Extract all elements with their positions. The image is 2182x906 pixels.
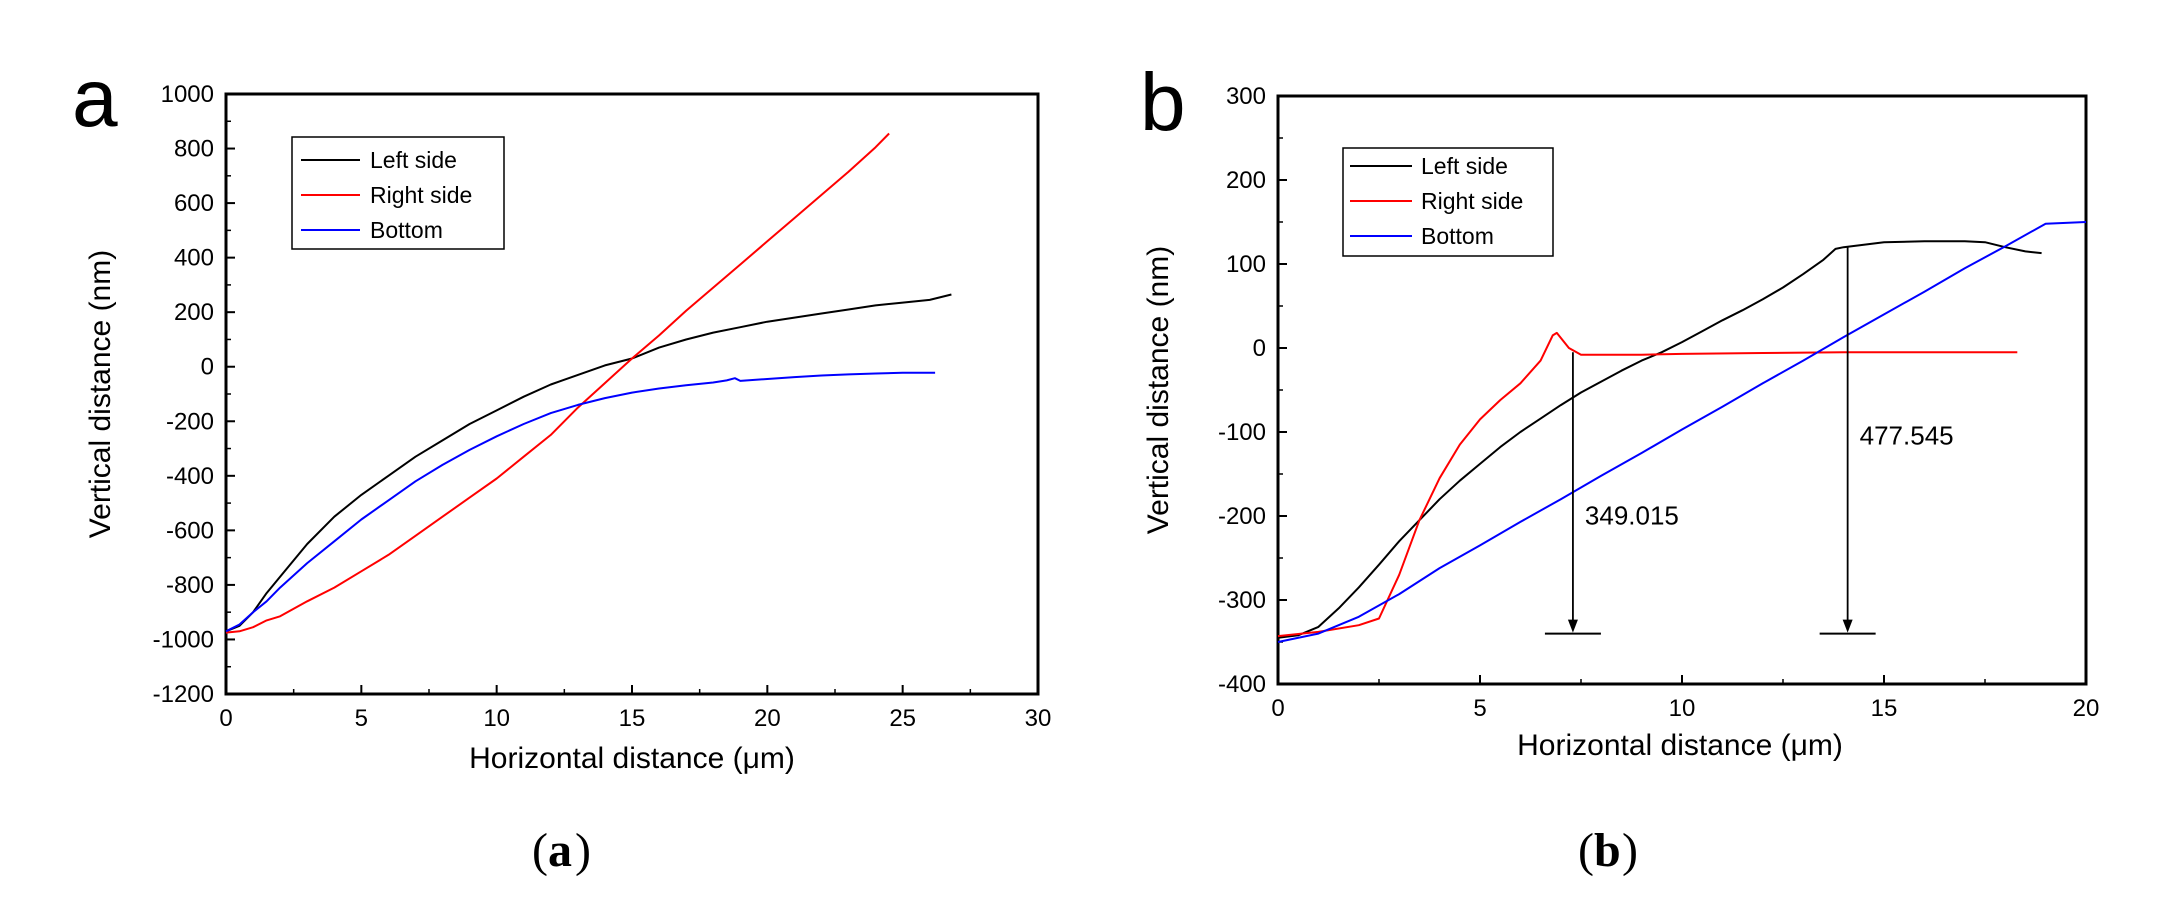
panel-b-legend-left-side: Left side bbox=[1421, 153, 1508, 179]
panel-a-x-tick-label: 15 bbox=[619, 705, 646, 732]
panel-b-y-tick-label: 100 bbox=[1226, 251, 1266, 278]
caption-a: ( a ) bbox=[532, 824, 591, 877]
panel-a-legend: Left side Right side Bottom bbox=[291, 136, 505, 250]
panel-b-y-tick-label: 300 bbox=[1226, 83, 1266, 110]
panel-a-y-tick-label: -600 bbox=[166, 517, 214, 544]
panel-b-annotation-arrowhead-1 bbox=[1567, 619, 1578, 633]
caption-b-letter: b bbox=[1594, 824, 1621, 877]
panel-a-x-tick-label: 20 bbox=[754, 705, 781, 732]
caption-a-open-paren: ( bbox=[532, 824, 548, 877]
panel-b-y-tick-label: -100 bbox=[1218, 419, 1266, 446]
panel-b-series-left-side bbox=[1277, 240, 2042, 639]
panel-b-ticks: 0 5 10 15 20 -400 -300 -200 -100 0 100 200 300 bbox=[1218, 83, 2099, 722]
panel-b-x-tick-label: 5 bbox=[1473, 695, 1486, 722]
panel-b-letter: b bbox=[1140, 57, 1186, 148]
panel-b-legend-bottom: Bottom bbox=[1421, 223, 1494, 249]
panel-b-series bbox=[1277, 221, 2087, 643]
panel-a-series-right-side bbox=[225, 132, 890, 634]
panel-a-x-tick-label: 5 bbox=[355, 705, 368, 732]
panel-a-x-tick-label: 25 bbox=[889, 705, 916, 732]
panel-a-legend-right-side: Right side bbox=[370, 182, 472, 208]
panel-b-series-bottom bbox=[1277, 221, 2087, 643]
panel-a-y-tick-label: 1000 bbox=[161, 81, 214, 108]
panel-b-y-tick-label: 200 bbox=[1226, 167, 1266, 194]
panel-a-legend-left-side: Left side bbox=[370, 147, 457, 173]
panel-b: b 0 5 10 15 20 -400 -300 -200 -100 0 100 200 300 349… bbox=[1140, 57, 2099, 762]
panel-b-y-tick-label: 0 bbox=[1253, 335, 1266, 362]
panel-a: a 0 5 10 15 20 25 30 -1200 -1000 -800 -600 -400 -200… bbox=[72, 53, 1051, 775]
panel-b-y-tick-label: -400 bbox=[1218, 671, 1266, 698]
panel-a-y-tick-label: -1000 bbox=[153, 626, 214, 653]
panel-a-y-tick-label: -200 bbox=[166, 408, 214, 435]
panel-a-series bbox=[225, 132, 952, 634]
caption-a-letter: a bbox=[548, 824, 572, 877]
panel-a-y-tick-label: 800 bbox=[174, 136, 214, 163]
panel-b-x-tick-label: 10 bbox=[1669, 695, 1696, 722]
panel-a-letter: a bbox=[72, 53, 118, 144]
panel-a-y-tick-label: 0 bbox=[201, 354, 214, 381]
caption-b-open-paren: ( bbox=[1578, 824, 1594, 877]
panel-a-y-tick-label: 600 bbox=[174, 190, 214, 217]
panel-b-x-tick-label: 0 bbox=[1271, 695, 1284, 722]
caption-a-close-paren: ) bbox=[575, 824, 591, 877]
panel-b-series-right-side bbox=[1277, 331, 2018, 638]
panel-a-ticks: 0 5 10 15 20 25 30 -1200 -1000 -800 -600 -400 -200 0 2… bbox=[153, 81, 1052, 732]
panel-b-legend-right-side: Right side bbox=[1421, 188, 1523, 214]
panel-a-y-tick-label: 200 bbox=[174, 299, 214, 326]
panel-b-y-tick-label: -200 bbox=[1218, 503, 1266, 530]
panel-b-annotation-label-1: 349.015 bbox=[1585, 500, 1679, 530]
panel-b-annotation-label-2: 477.545 bbox=[1860, 421, 1954, 451]
panel-b-x-tick-label: 15 bbox=[1871, 695, 1898, 722]
panel-a-y-tick-label: -800 bbox=[166, 572, 214, 599]
panel-a-series-bottom bbox=[225, 371, 936, 633]
panel-b-y-tick-label: -300 bbox=[1218, 587, 1266, 614]
caption-b: ( b ) bbox=[1578, 824, 1638, 877]
panel-a-x-axis-title: Horizontal distance (μm) bbox=[469, 742, 795, 775]
panel-b-y-axis-title: Vertical distance (nm) bbox=[1142, 246, 1175, 534]
panel-a-series-left-side bbox=[225, 293, 952, 633]
panel-b-legend: Left side Right side Bottom bbox=[1342, 147, 1554, 257]
panel-a-y-tick-label: -400 bbox=[166, 463, 214, 490]
panel-a-y-tick-label: 400 bbox=[174, 245, 214, 272]
panel-a-y-axis-title: Vertical distance (nm) bbox=[84, 250, 117, 538]
panel-b-x-tick-label: 20 bbox=[2073, 695, 2100, 722]
caption-b-close-paren: ) bbox=[1622, 824, 1638, 877]
panel-a-x-tick-label: 0 bbox=[219, 705, 232, 732]
panel-b-annotations: 349.015 477.545 bbox=[1544, 247, 1954, 635]
panel-a-x-tick-label: 30 bbox=[1025, 705, 1052, 732]
panel-a-legend-bottom: Bottom bbox=[370, 217, 443, 243]
panel-b-x-axis-title: Horizontal distance (μm) bbox=[1517, 729, 1843, 762]
panel-a-x-tick-label: 10 bbox=[483, 705, 510, 732]
panel-b-annotation-arrowhead-2 bbox=[1842, 619, 1853, 633]
panel-a-y-tick-label: -1200 bbox=[153, 681, 214, 708]
